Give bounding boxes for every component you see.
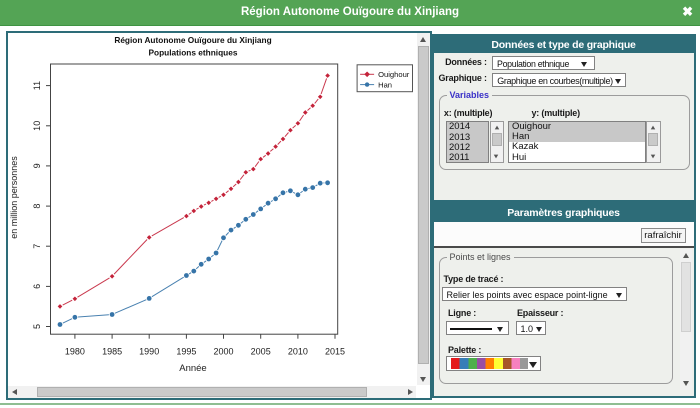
svg-text:2015: 2015 — [325, 346, 345, 356]
svg-text:1995: 1995 — [176, 346, 196, 356]
svg-text:Han: Han — [378, 80, 392, 89]
svg-text:5: 5 — [32, 323, 42, 328]
svg-text:8: 8 — [32, 203, 42, 208]
svg-text:10: 10 — [32, 120, 42, 130]
svg-text:en million personnes: en million personnes — [9, 155, 19, 238]
svg-text:11: 11 — [32, 80, 42, 89]
svg-text:1985: 1985 — [102, 346, 122, 356]
svg-text:2005: 2005 — [251, 346, 271, 356]
svg-text:7: 7 — [32, 243, 42, 248]
svg-text:1980: 1980 — [65, 346, 85, 356]
svg-text:Populations ethniques: Populations ethniques — [149, 47, 238, 57]
svg-text:2000: 2000 — [213, 346, 233, 356]
svg-text:Région Autonome Ouïgoure du Xi: Région Autonome Ouïgoure du Xinjiang — [114, 35, 271, 45]
svg-text:9: 9 — [32, 163, 42, 168]
svg-text:6: 6 — [32, 283, 42, 288]
svg-text:Année: Année — [179, 362, 206, 373]
svg-text:1990: 1990 — [139, 346, 159, 356]
svg-text:2010: 2010 — [288, 346, 308, 356]
svg-text:Ouighour: Ouighour — [378, 70, 410, 79]
